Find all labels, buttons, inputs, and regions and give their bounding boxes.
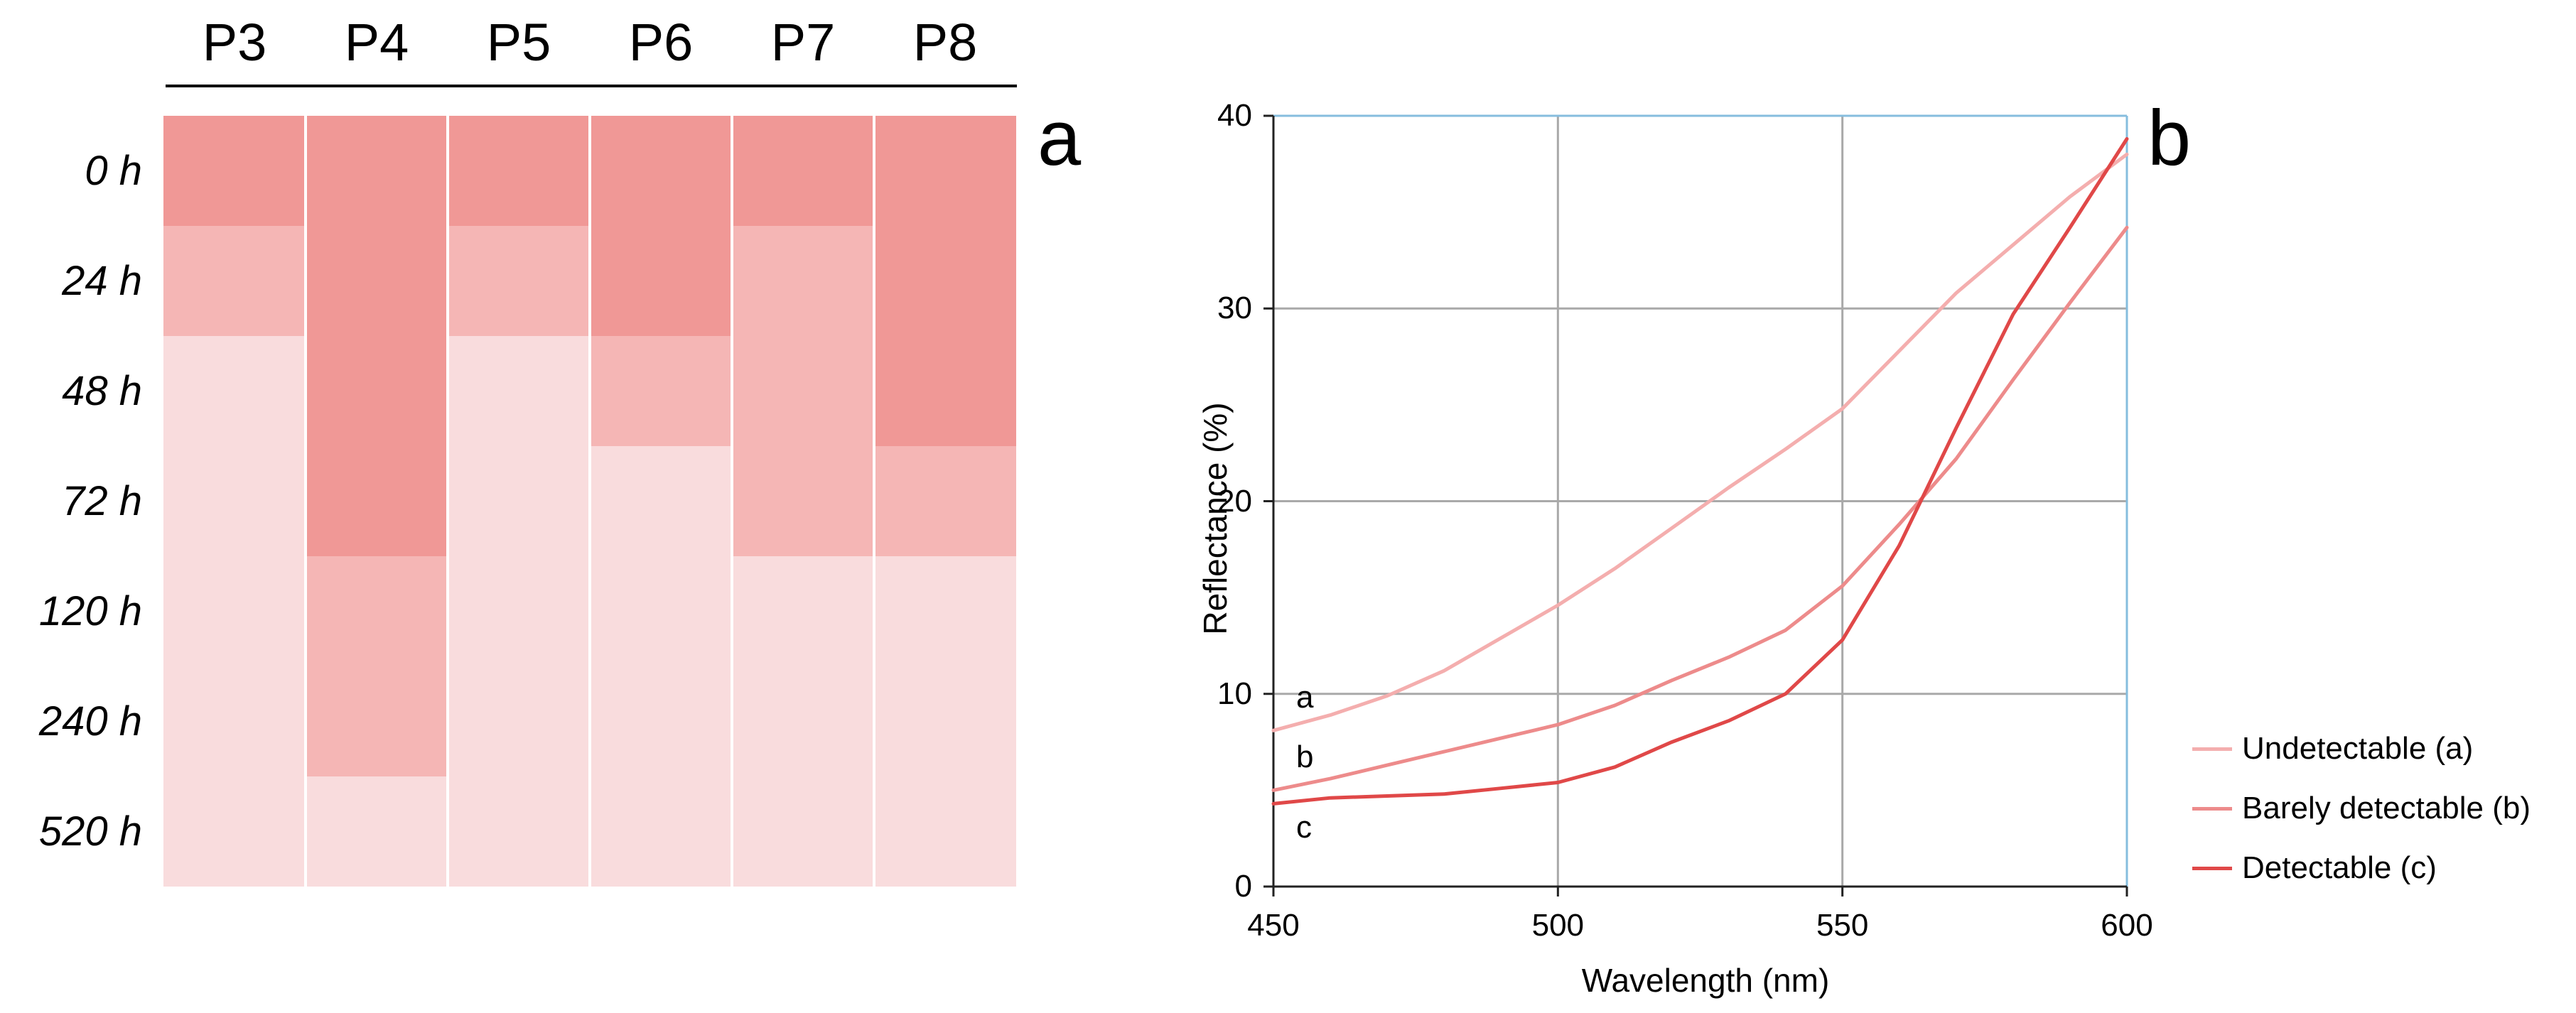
heatmap-cell xyxy=(732,666,874,776)
row-label-120-h: 120 h xyxy=(38,587,142,634)
heatmap-cell xyxy=(163,556,306,666)
heatmap-cell xyxy=(874,666,1016,776)
heatmap-cell xyxy=(732,776,874,887)
heatmap-cell xyxy=(590,776,732,887)
heatmap-cell xyxy=(448,556,590,666)
line-label-a: a xyxy=(1296,680,1314,715)
y-tick-label: 0 xyxy=(1234,869,1252,904)
series-line-b xyxy=(1271,225,2129,792)
column-header-p7: P7 xyxy=(770,13,836,72)
heatmap-cell xyxy=(874,226,1016,336)
y-axis-title: Reflectance (%) xyxy=(1197,402,1234,635)
heatmap-cell xyxy=(448,446,590,556)
column-separator xyxy=(588,116,591,887)
heatmap-cell xyxy=(306,776,448,887)
row-label-0-h: 0 h xyxy=(85,147,142,194)
legend-item-c: Detectable (c) xyxy=(2192,847,2437,889)
heatmap-cell xyxy=(163,116,306,226)
heatmap-cell xyxy=(163,776,306,887)
panel-label-b: b xyxy=(2147,94,2192,182)
column-separator xyxy=(304,116,307,887)
x-axis-title: Wavelength (nm) xyxy=(1581,962,1830,999)
y-tick-label: 40 xyxy=(1217,98,1252,133)
y-tick-label: 30 xyxy=(1217,291,1252,326)
legend-item-a: Undetectable (a) xyxy=(2192,727,2473,770)
heatmap-cell xyxy=(163,666,306,776)
x-tick-label: 550 xyxy=(1816,908,1869,943)
heatmap-cell xyxy=(874,336,1016,446)
legend-swatch xyxy=(2192,866,2232,870)
line-label-b: b xyxy=(1296,740,1314,775)
panel-label-a: a xyxy=(1038,94,1082,182)
x-tick-label: 600 xyxy=(2101,908,2153,943)
heatmap-cell xyxy=(306,446,448,556)
column-header-p8: P8 xyxy=(912,13,978,72)
column-header-p5: P5 xyxy=(486,13,551,72)
x-tick-label: 500 xyxy=(1531,908,1585,943)
legend-label: Detectable (c) xyxy=(2242,850,2437,885)
legend-swatch xyxy=(2192,806,2232,811)
column-header-p3: P3 xyxy=(202,13,267,72)
heatmap-cell xyxy=(732,556,874,666)
row-label-48-h: 48 h xyxy=(62,367,142,414)
heatmap-cell xyxy=(732,446,874,556)
row-label-72-h: 72 h xyxy=(62,477,142,524)
column-separator xyxy=(731,116,733,887)
heatmap-cell xyxy=(590,666,732,776)
line-label-c: c xyxy=(1296,810,1312,845)
heatmap-cell xyxy=(306,666,448,776)
series-line-a xyxy=(1271,152,2129,732)
heatmap-cell xyxy=(163,446,306,556)
heatmap-cell xyxy=(874,116,1016,226)
column-separator xyxy=(446,116,449,887)
y-tick-label: 20 xyxy=(1217,483,1252,519)
heatmap-cell xyxy=(732,336,874,446)
row-label-520-h: 520 h xyxy=(38,808,142,855)
column-header-p4: P4 xyxy=(344,13,409,72)
heatmap-cell xyxy=(448,336,590,446)
heatmap-cell xyxy=(874,556,1016,666)
heatmap-cell xyxy=(306,226,448,336)
legend-item-b: Barely detectable (b) xyxy=(2192,787,2531,830)
column-header-p6: P6 xyxy=(628,13,694,72)
heatmap-cell xyxy=(590,336,732,446)
heatmap-cell xyxy=(732,116,874,226)
row-label-240-h: 240 h xyxy=(38,698,142,744)
heatmap-cell xyxy=(448,116,590,226)
heatmap-cell xyxy=(306,556,448,666)
heatmap-cell xyxy=(163,226,306,336)
heatmap-cell xyxy=(590,556,732,666)
heatmap-cell xyxy=(306,116,448,226)
heatmap-cell xyxy=(874,776,1016,887)
heatmap-cell xyxy=(590,116,732,226)
heatmap-cell xyxy=(448,666,590,776)
heatmap-grid xyxy=(163,116,1016,887)
heatmap-cell xyxy=(874,446,1016,556)
y-tick-label: 10 xyxy=(1217,676,1252,711)
heatmap-cell xyxy=(448,226,590,336)
heatmap-cell xyxy=(448,776,590,887)
column-header-rule xyxy=(166,85,1017,87)
heatmap-cell xyxy=(590,226,732,336)
column-separator xyxy=(873,116,875,887)
heatmap-cell xyxy=(306,336,448,446)
legend-label: Undetectable (a) xyxy=(2242,731,2474,766)
legend-swatch xyxy=(2192,747,2232,751)
x-tick-label: 450 xyxy=(1247,908,1300,943)
legend-label: Barely detectable (b) xyxy=(2242,791,2531,825)
heatmap-cell xyxy=(590,446,732,556)
heatmap-cell xyxy=(732,226,874,336)
heatmap-cell xyxy=(163,336,306,446)
row-label-24-h: 24 h xyxy=(62,257,142,304)
series-line-c xyxy=(1271,137,2129,806)
